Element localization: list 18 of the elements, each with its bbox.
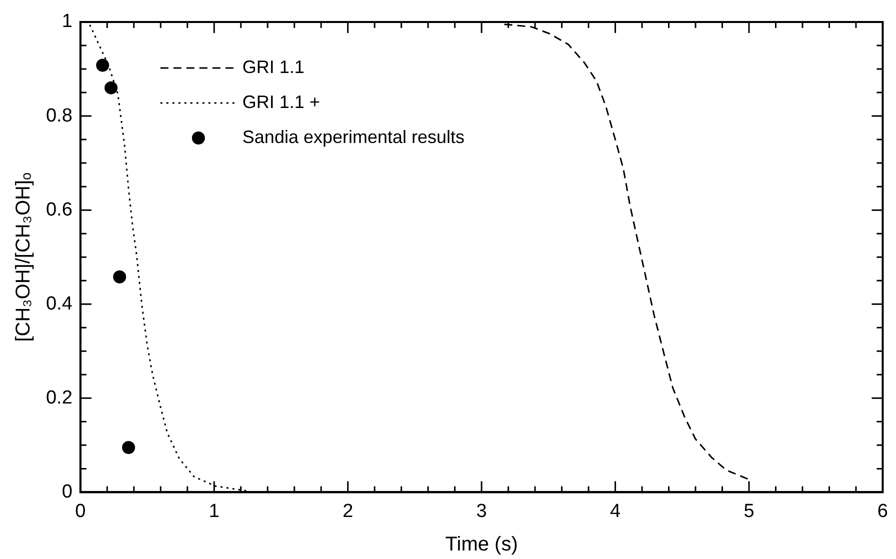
y-tick-label: 0.2: [46, 387, 72, 408]
legend-label: Sandia experimental results: [242, 126, 465, 147]
x-tick-label: 6: [877, 500, 888, 522]
x-tick-label: 0: [75, 500, 86, 522]
x-tick-label: 3: [476, 500, 487, 522]
x-tick-label: 5: [744, 500, 754, 522]
y-tick-label: 0.8: [46, 105, 72, 126]
y-tick-label: 0.4: [46, 293, 73, 314]
x-tick-label: 1: [208, 500, 220, 522]
x-tick-label: 2: [342, 500, 354, 522]
y-tick-label: 0.6: [46, 199, 72, 220]
legend-label: GRI 1.1: [242, 56, 304, 77]
y-tick-label: 0: [62, 481, 72, 502]
legend-label: GRI 1.1 +: [242, 92, 320, 112]
x-axis-title: Time (s): [445, 534, 518, 556]
y-axis-title: [CH₃OH]/[CH₃OH]ₒ: [12, 172, 35, 342]
x-tick-label: 4: [610, 500, 621, 522]
y-tick-label: 1: [62, 11, 72, 32]
